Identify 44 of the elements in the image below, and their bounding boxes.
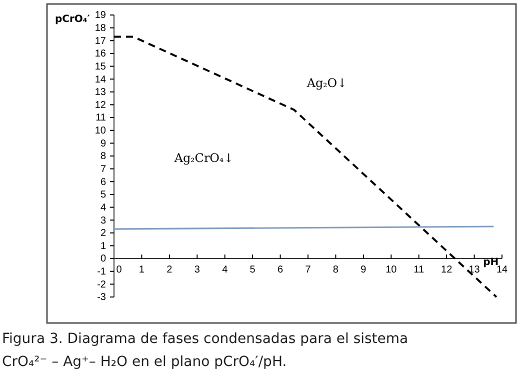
y-tick-label: 7 [100, 164, 106, 176]
y-tick-label: 5 [100, 190, 106, 201]
x-tick-label: 14 [496, 264, 508, 276]
x-tick-label: 1 [138, 264, 145, 276]
x-tick-label: 5 [250, 264, 256, 276]
y-tick-label: 4 [100, 202, 106, 214]
y-tick-label: -2 [97, 279, 106, 290]
x-axis-title: pH [483, 256, 499, 268]
y-tick-label: 13 [94, 87, 106, 98]
line-series [113, 36, 498, 298]
x-tick-label: 0 [116, 264, 122, 276]
y-tick-label: 6 [100, 176, 106, 188]
y-tick-label: 17 [94, 36, 106, 47]
y-tick-label: 11 [96, 112, 106, 124]
y-tick-label: 15 [94, 61, 106, 72]
x-tick-label: 4 [222, 264, 228, 276]
y-tick-label: 19 [94, 10, 106, 22]
annotation: Ag₂CrO₄↓ [173, 151, 234, 165]
annotation: Ag₂O↓ [306, 76, 348, 90]
y-tick-label: 8 [100, 151, 106, 162]
y-tick-label: 18 [94, 23, 106, 34]
y-tick-label: 3 [100, 215, 106, 226]
y-tick-label: 16 [94, 48, 106, 60]
y-tick-label: 14 [94, 74, 106, 86]
x-tick-label: 6 [278, 264, 284, 276]
y-tick-label: 1 [100, 240, 106, 252]
y-tick-label: 12 [94, 100, 106, 111]
x-tick-label: 12 [441, 264, 453, 276]
x-tick-label: 10 [386, 264, 398, 276]
x-tick-label: 11 [414, 264, 424, 276]
y-tick-label: -3 [97, 292, 106, 304]
x-tick-label: 9 [360, 264, 367, 276]
x-tick-label: 13 [468, 264, 480, 276]
y-tick-label: 0 [100, 254, 106, 265]
x-tick-label: 7 [305, 264, 312, 276]
x-tick-label: 2 [166, 264, 173, 276]
text: Figura 3. Diagrama de fases condensadas para el sistema CrO₄²⁻ – Ag⁺– H₂O en el plano pCrO₄′/pH. [2, 330, 410, 372]
y-tick-label: 2 [100, 228, 106, 240]
y-tick-label: -1 [97, 266, 106, 278]
y-tick-label: 10 [94, 126, 106, 137]
x-tick-label: 3 [194, 264, 200, 276]
y-axis-title: pCrO₄′ [55, 14, 90, 25]
x-tick-label: 8 [332, 264, 339, 276]
y-tick-label: 9 [100, 138, 106, 150]
